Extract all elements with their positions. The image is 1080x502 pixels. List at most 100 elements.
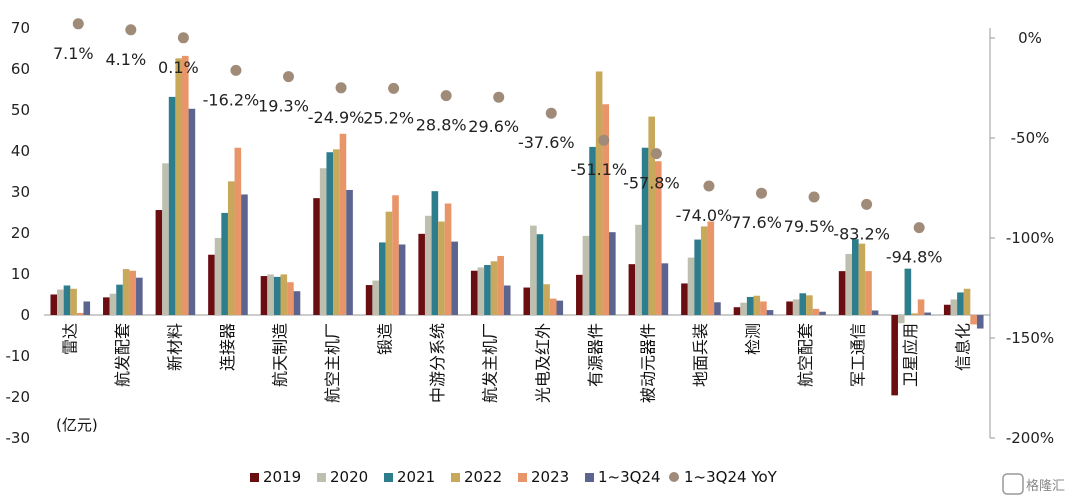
category-label: 中游分系统 (428, 323, 447, 403)
bar (122, 269, 130, 315)
yoy-dot (545, 107, 557, 119)
bar (943, 304, 951, 315)
category-label: 地面兵装 (691, 323, 710, 387)
bar (700, 226, 708, 315)
y-left-tick-label: 20 (11, 224, 30, 242)
yoy-data-label: -83.2% (833, 224, 890, 243)
category-label: 航空主机厂 (323, 323, 342, 403)
legend-swatch (384, 473, 393, 482)
yoy-dot (703, 180, 715, 192)
bar (273, 276, 281, 315)
legend-label: 1~3Q24 (598, 468, 661, 486)
bar (740, 302, 747, 315)
bar (654, 161, 662, 315)
bar (129, 270, 137, 315)
watermark: 格隆汇 (1002, 473, 1065, 495)
bar (609, 232, 616, 315)
bar (451, 241, 458, 315)
category-label: 航空配套 (796, 323, 815, 387)
bar (155, 210, 163, 315)
bar (503, 285, 511, 315)
legend-label: 1~3Q24 YoY (684, 468, 778, 486)
bar (911, 313, 918, 315)
yoy-data-label: -16.2% (203, 90, 260, 109)
yoy-dot (913, 222, 925, 234)
bar (628, 264, 636, 315)
bar (865, 271, 872, 315)
bar (438, 221, 445, 315)
bar (287, 282, 294, 315)
bar (549, 298, 557, 315)
bar (589, 146, 596, 315)
bar (799, 293, 807, 315)
bar (57, 289, 64, 315)
bar (543, 284, 550, 315)
yoy-data-label: 25.2% (363, 108, 414, 127)
y-left-tick-label: 50 (11, 101, 30, 119)
category-label: 航发配套 (113, 323, 132, 387)
bar (576, 274, 583, 315)
bar (76, 312, 84, 315)
bar (83, 301, 91, 315)
category-label: 卫星应用 (901, 323, 920, 387)
bar (241, 194, 248, 315)
yoy-dot (177, 32, 189, 44)
bar (694, 239, 701, 315)
y-right-tick-label: -100% (1006, 229, 1054, 247)
legend-dot (669, 472, 679, 482)
bar (109, 293, 117, 315)
category-label: 信息化 (954, 323, 973, 371)
yoy-dot (72, 18, 84, 30)
bar (648, 116, 655, 315)
yoy-data-label: 79.5% (784, 217, 835, 236)
yoy-data-label: -94.8% (886, 248, 943, 267)
bar (753, 295, 761, 315)
yoy-dot (861, 198, 873, 210)
bar (63, 285, 71, 315)
bar (852, 239, 859, 315)
category-label: 连接器 (218, 323, 237, 371)
bar (346, 189, 353, 315)
legend-label: 2020 (330, 468, 368, 486)
bar (365, 285, 373, 315)
bar (477, 267, 485, 315)
bar (136, 277, 143, 315)
y-right-tick-label: -150% (1006, 329, 1054, 347)
yoy-data-label: 28.8% (416, 116, 467, 135)
yoy-data-label: -74.0% (676, 206, 733, 225)
bar (530, 225, 537, 315)
bar (536, 234, 544, 315)
yoy-dot (230, 64, 242, 76)
axes-layer: -30 -20 -10 0 10 20 30 40 50 60 70 0% -50% -100% -150%… (6, 19, 1055, 447)
bar (208, 254, 215, 315)
bar (50, 294, 58, 315)
bar (661, 263, 669, 315)
bar (116, 284, 123, 315)
yoy-data-label: -37.6% (518, 133, 575, 152)
yoy-data-label: 0.1% (158, 58, 199, 77)
y-left-tick-label: 60 (11, 60, 30, 78)
bar (392, 195, 399, 315)
category-label: 有源器件 (586, 323, 605, 387)
yoy-dot (650, 148, 662, 160)
bar (333, 149, 340, 315)
bar (819, 311, 826, 315)
bar (976, 315, 984, 329)
bar (970, 315, 977, 325)
category-label: 航发主机厂 (481, 323, 500, 403)
yoy-data-label: 77.6% (731, 213, 782, 232)
bar (957, 292, 964, 315)
y-left-tick-label: 70 (11, 19, 30, 37)
bar (897, 315, 905, 324)
category-label: 锻造 (376, 323, 395, 355)
unit-label: (亿元) (56, 416, 98, 434)
bar (845, 253, 853, 315)
yoy-dot (493, 91, 505, 103)
bar (418, 233, 425, 315)
bar (280, 274, 288, 315)
y-left-tick-label: -10 (6, 347, 31, 365)
bar (556, 300, 564, 315)
bar (871, 310, 879, 315)
bar (641, 147, 649, 315)
